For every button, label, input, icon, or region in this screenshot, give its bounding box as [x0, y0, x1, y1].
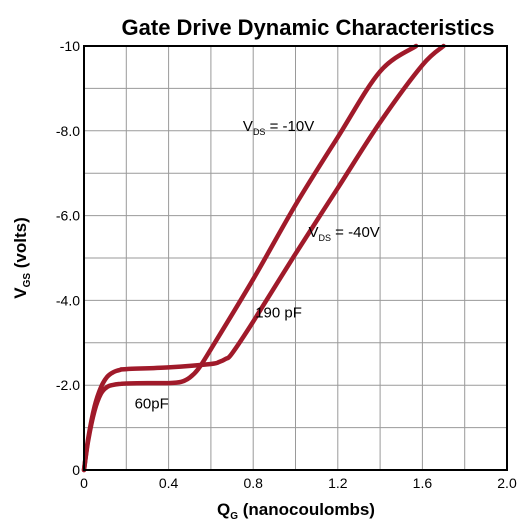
y-tick-label: -6.0: [56, 208, 80, 224]
grid: [84, 46, 507, 470]
annotation-c60: 60pF: [135, 396, 169, 413]
series-line-vds-minus-40v: [81, 43, 446, 473]
x-tick-label: 0.4: [159, 475, 179, 491]
curves: [81, 43, 446, 473]
x-axis-label: QG (nanocoulombs): [217, 500, 375, 522]
annotations: VDS = -10V VDS = -40V 190 pF 60pF: [135, 118, 380, 413]
series-line-vds-minus-10v: [81, 43, 419, 473]
y-tick-label: -8.0: [56, 123, 80, 139]
x-tick-label: 1.6: [413, 475, 433, 491]
annotation-vds10: VDS = -10V: [243, 118, 314, 137]
plot-frame: [83, 45, 508, 471]
x-tick-label: 0: [80, 475, 88, 491]
y-tick-label: -10: [60, 38, 80, 54]
x-tick-label: 2.0: [497, 475, 517, 491]
chart-title: Gate Drive Dynamic Characteristics: [122, 15, 495, 40]
annotation-vds40: VDS = -40V: [308, 224, 379, 243]
y-tick-label: -2.0: [56, 377, 80, 393]
y-axis-label: VGS (volts): [11, 217, 33, 299]
y-tick-label: 0: [72, 462, 80, 478]
annotation-c190: 190 pF: [255, 304, 302, 321]
x-tick-label: 0.8: [243, 475, 263, 491]
tick-labels: 0 0.4 0.8 1.2 1.6 2.0 0 -2.0 -4.0 -6.0 -8.0 -10: [56, 38, 517, 491]
x-tick-label: 1.2: [328, 475, 348, 491]
y-tick-label: -4.0: [56, 292, 80, 308]
